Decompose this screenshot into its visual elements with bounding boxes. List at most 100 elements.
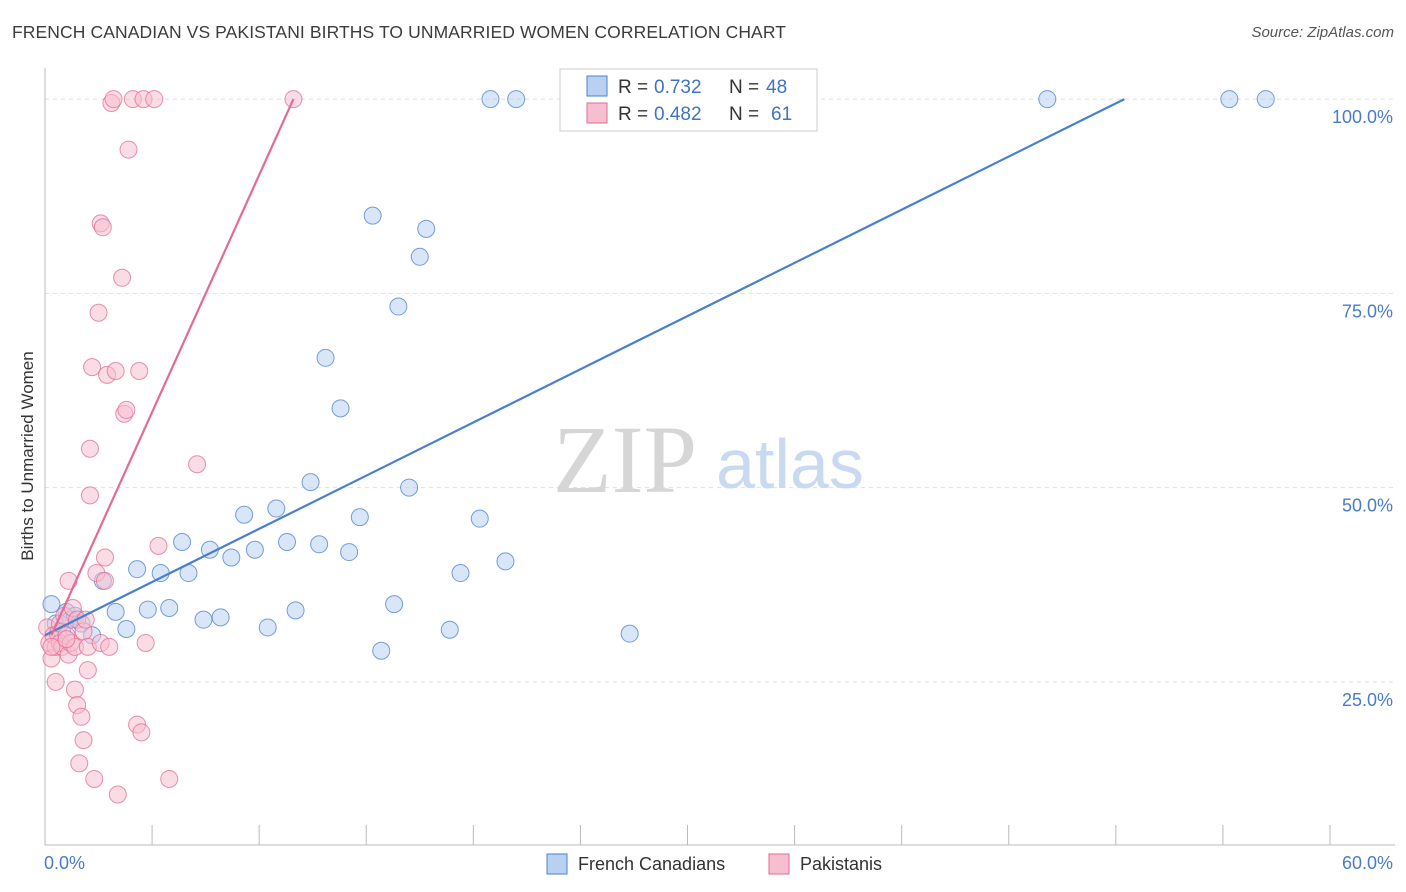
point-pakistani-51[interactable] (132, 723, 151, 742)
point-french-canadian-23[interactable] (258, 618, 277, 637)
point-pakistani-17[interactable] (65, 680, 84, 699)
legend-n-value-1: 48 (766, 77, 787, 98)
bottom-legend: French Canadians Pakistanis (546, 853, 882, 875)
legend-r-label-1: R = (618, 77, 648, 98)
point-french-canadian-26[interactable] (286, 601, 305, 620)
point-pakistani-55[interactable] (149, 536, 168, 555)
point-french-canadian-35[interactable] (385, 595, 404, 614)
point-french-canadian-31[interactable] (340, 543, 359, 562)
point-french-canadian-32[interactable] (350, 508, 369, 527)
point-french-canadian-29[interactable] (316, 348, 335, 367)
bottom-legend-swatch-french-canadians[interactable] (546, 853, 568, 875)
chart-source: Source: ZipAtlas.com (1251, 24, 1394, 41)
point-pakistani-13[interactable] (59, 571, 78, 590)
point-french-canadian-37[interactable] (400, 478, 419, 497)
point-pakistani-5[interactable] (46, 672, 65, 691)
bottom-legend-label-french-canadians[interactable]: French Canadians (578, 854, 725, 874)
gridlines (45, 98, 1395, 683)
point-french-canadian-0[interactable] (42, 595, 61, 614)
trendline-french-canadians (44, 98, 1125, 637)
y-tick-label-25: 25.0% (1342, 690, 1393, 710)
point-french-canadian-34[interactable] (372, 641, 391, 660)
point-pakistani-42[interactable] (106, 362, 125, 381)
tick-labels: 0.0% 60.0% 25.0% 50.0% 75.0% 100.0% (44, 107, 1393, 873)
legend: R = 0.732 N = 48 R = 0.482 N = 61 (559, 68, 818, 132)
point-french-canadian-21[interactable] (235, 505, 254, 524)
point-french-canadian-9[interactable] (106, 602, 125, 621)
point-pakistani-53[interactable] (136, 633, 155, 652)
point-french-canadian-20[interactable] (222, 548, 241, 567)
point-french-canadian-30[interactable] (331, 399, 350, 418)
point-pakistani-28[interactable] (80, 439, 99, 458)
point-french-canadian-43[interactable] (481, 90, 500, 109)
point-french-canadian-40[interactable] (440, 620, 459, 639)
point-french-canadian-15[interactable] (173, 532, 192, 551)
point-pakistani-27[interactable] (80, 486, 99, 505)
point-french-canadian-14[interactable] (160, 599, 179, 618)
point-french-canadian-24[interactable] (267, 499, 286, 518)
point-french-canadian-49[interactable] (1220, 90, 1239, 109)
point-pakistani-59[interactable] (42, 637, 61, 656)
point-french-canadian-45[interactable] (507, 90, 526, 109)
point-pakistani-20[interactable] (70, 754, 89, 773)
point-french-canadian-13[interactable] (151, 564, 170, 583)
point-pakistani-41[interactable] (104, 90, 123, 109)
point-pakistani-44[interactable] (113, 268, 132, 287)
trendline-pakistanis (50, 98, 295, 636)
point-french-canadian-42[interactable] (470, 509, 489, 528)
point-french-canadian-46[interactable] (620, 624, 639, 643)
point-pakistani-29[interactable] (83, 358, 102, 377)
point-pakistani-43[interactable] (108, 785, 127, 804)
data-points (38, 90, 1275, 804)
watermark-atlas: atlas (716, 425, 864, 503)
legend-n-value-2: 61 (771, 104, 792, 125)
point-french-canadian-22[interactable] (245, 540, 264, 559)
point-french-canadian-12[interactable] (138, 600, 157, 619)
bottom-legend-swatch-pakistanis[interactable] (768, 853, 790, 875)
point-pakistani-32[interactable] (89, 303, 108, 322)
point-french-canadian-27[interactable] (301, 473, 320, 492)
point-pakistani-30[interactable] (85, 769, 104, 788)
series-pakistanis (38, 90, 303, 804)
point-french-canadian-19[interactable] (211, 608, 230, 627)
legend-r-label-2: R = (618, 104, 648, 125)
point-pakistani-37[interactable] (95, 548, 114, 567)
point-french-canadian-25[interactable] (278, 532, 297, 551)
y-tick-label-75: 75.0% (1342, 301, 1393, 321)
point-pakistani-57[interactable] (188, 455, 207, 474)
point-pakistani-46[interactable] (117, 400, 136, 419)
point-pakistani-22[interactable] (74, 731, 93, 750)
point-french-canadian-50[interactable] (1256, 90, 1275, 109)
point-french-canadian-36[interactable] (389, 297, 408, 316)
x-tick-label-max: 60.0% (1342, 853, 1393, 873)
point-pakistani-47[interactable] (119, 140, 138, 159)
point-pakistani-24[interactable] (76, 610, 95, 629)
point-french-canadian-48[interactable] (1038, 90, 1057, 109)
trendlines (44, 98, 1125, 637)
point-pakistani-60[interactable] (57, 630, 76, 649)
watermark: ZIP atlas (553, 406, 864, 513)
point-french-canadian-17[interactable] (194, 610, 213, 629)
point-pakistani-54[interactable] (145, 90, 164, 109)
point-french-canadian-44[interactable] (496, 552, 515, 571)
point-french-canadian-10[interactable] (117, 619, 136, 638)
point-pakistani-39[interactable] (100, 637, 119, 656)
point-french-canadian-11[interactable] (128, 560, 147, 579)
y-axis-label: Births to Unmarried Women (18, 351, 37, 560)
point-french-canadian-38[interactable] (410, 247, 429, 266)
legend-r-value-2: 0.482 (654, 104, 702, 125)
legend-swatch-french-canadians (586, 75, 608, 97)
point-pakistani-21[interactable] (72, 707, 91, 726)
bottom-legend-label-pakistanis[interactable]: Pakistanis (800, 854, 882, 874)
point-pakistani-50[interactable] (130, 362, 149, 381)
y-tick-label-50: 50.0% (1342, 496, 1393, 516)
point-pakistani-36[interactable] (95, 571, 114, 590)
point-pakistani-26[interactable] (78, 661, 97, 680)
point-french-canadian-39[interactable] (417, 219, 436, 238)
point-pakistani-56[interactable] (160, 769, 179, 788)
point-french-canadian-33[interactable] (363, 206, 382, 225)
point-french-canadian-28[interactable] (310, 535, 329, 554)
point-french-canadian-41[interactable] (451, 564, 470, 583)
point-pakistani-35[interactable] (93, 218, 112, 237)
